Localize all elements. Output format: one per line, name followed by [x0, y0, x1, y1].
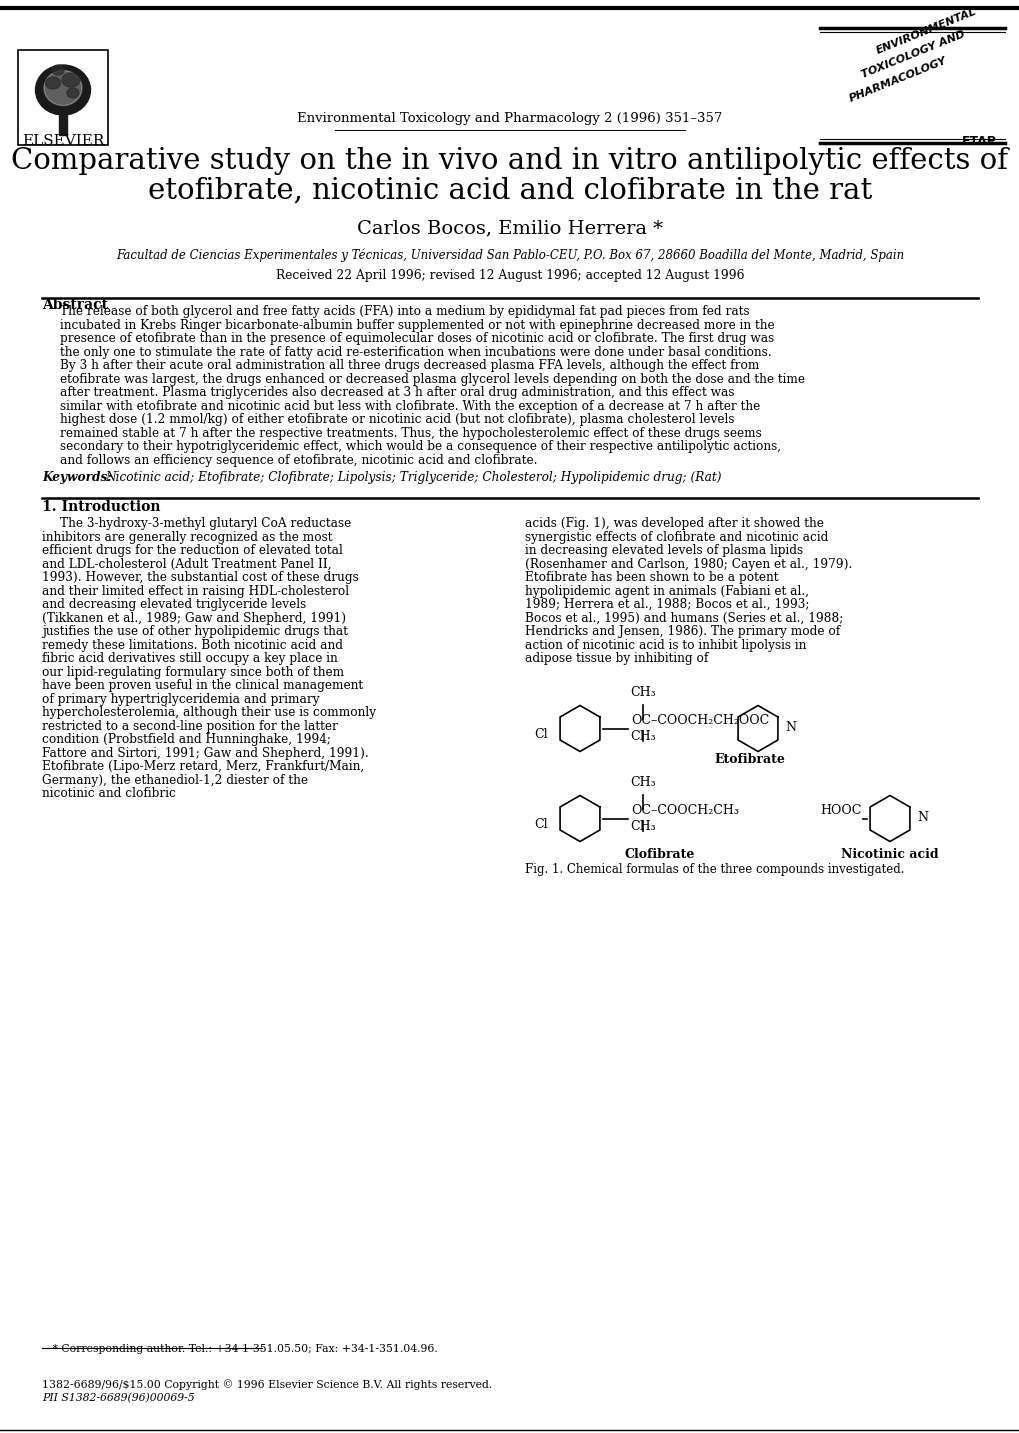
Text: CH₃: CH₃ — [630, 685, 655, 698]
Text: have been proven useful in the clinical management: have been proven useful in the clinical … — [42, 679, 363, 692]
Ellipse shape — [36, 64, 91, 115]
Text: action of nicotinic acid is to inhibit lipolysis in: action of nicotinic acid is to inhibit l… — [525, 639, 806, 652]
Text: 1. Introduction: 1. Introduction — [42, 500, 160, 514]
Text: N: N — [916, 811, 927, 824]
Text: Cl: Cl — [534, 817, 547, 831]
Text: acids (Fig. 1), was developed after it showed the: acids (Fig. 1), was developed after it s… — [525, 517, 823, 530]
Ellipse shape — [46, 77, 60, 89]
Ellipse shape — [62, 73, 79, 87]
Text: adipose tissue by inhibiting of: adipose tissue by inhibiting of — [525, 652, 707, 665]
Text: 1989; Herrera et al., 1988; Bocos et al., 1993;: 1989; Herrera et al., 1988; Bocos et al.… — [525, 598, 809, 610]
Text: By 3 h after their acute oral administration all three drugs decreased plasma FF: By 3 h after their acute oral administra… — [60, 360, 758, 373]
Text: (Tikkanen et al., 1989; Gaw and Shepherd, 1991): (Tikkanen et al., 1989; Gaw and Shepherd… — [42, 612, 345, 625]
Text: secondary to their hypotriglyceridemic effect, which would be a consequence of t: secondary to their hypotriglyceridemic e… — [60, 440, 781, 453]
Text: after treatment. Plasma triglycerides also decreased at 3 h after oral drug admi: after treatment. Plasma triglycerides al… — [60, 385, 734, 398]
Text: Nicotinic acid: Nicotinic acid — [841, 847, 937, 860]
Text: OC–COOCH₂CH₂OOC: OC–COOCH₂CH₂OOC — [631, 714, 768, 727]
Text: TOXICOLOGY AND: TOXICOLOGY AND — [859, 29, 966, 80]
Text: Abstract: Abstract — [42, 298, 108, 312]
Text: N: N — [785, 721, 795, 734]
Text: justifies the use of other hypolipidemic drugs that: justifies the use of other hypolipidemic… — [42, 625, 347, 638]
Text: inhibitors are generally recognized as the most: inhibitors are generally recognized as t… — [42, 530, 332, 543]
Text: etofibrate, nicotinic acid and clofibrate in the rat: etofibrate, nicotinic acid and clofibrat… — [148, 178, 871, 205]
Text: Carlos Bocos, Emilio Herrera *: Carlos Bocos, Emilio Herrera * — [357, 219, 662, 236]
Text: Keywords:: Keywords: — [42, 471, 116, 484]
Text: (Rosenhamer and Carlson, 1980; Cayen et al., 1979).: (Rosenhamer and Carlson, 1980; Cayen et … — [525, 557, 852, 570]
Text: synergistic effects of clofibrate and nicotinic acid: synergistic effects of clofibrate and ni… — [525, 530, 827, 543]
Text: Comparative study on the in vivo and in vitro antilipolytic effects of: Comparative study on the in vivo and in … — [11, 148, 1008, 175]
Text: hypolipidemic agent in animals (Fabiani et al.,: hypolipidemic agent in animals (Fabiani … — [525, 585, 808, 598]
Text: Environmental Toxicology and Pharmacology 2 (1996) 351–357: Environmental Toxicology and Pharmacolog… — [297, 112, 722, 125]
Text: Hendricks and Jensen, 1986). The primary mode of: Hendricks and Jensen, 1986). The primary… — [525, 625, 840, 638]
Text: of primary hypertriglyceridemia and primary: of primary hypertriglyceridemia and prim… — [42, 692, 319, 705]
Text: Facultad de Ciencias Experimentales y Técnicas, Universidad San Pablo-CEU, P.O. : Facultad de Ciencias Experimentales y Té… — [116, 248, 903, 262]
Ellipse shape — [67, 87, 78, 97]
Text: Cl: Cl — [534, 728, 547, 741]
Text: and follows an efficiency sequence of etofibrate, nicotinic acid and clofibrate.: and follows an efficiency sequence of et… — [60, 453, 537, 467]
Text: CH₃: CH₃ — [630, 775, 655, 788]
Ellipse shape — [52, 64, 64, 75]
Text: fibric acid derivatives still occupy a key place in: fibric acid derivatives still occupy a k… — [42, 652, 337, 665]
Text: Germany), the ethanediol-1,2 diester of the: Germany), the ethanediol-1,2 diester of … — [42, 774, 308, 787]
Text: efficient drugs for the reduction of elevated total: efficient drugs for the reduction of ele… — [42, 545, 342, 557]
Text: restricted to a second-line position for the latter: restricted to a second-line position for… — [42, 719, 337, 732]
Text: ETAP: ETAP — [961, 135, 996, 148]
Text: PII S1382-6689(96)00069-5: PII S1382-6689(96)00069-5 — [42, 1393, 195, 1403]
Bar — [18, 50, 108, 145]
Text: presence of etofibrate than in the presence of equimolecular doses of nicotinic : presence of etofibrate than in the prese… — [60, 332, 773, 345]
Text: PHARMACOLOGY: PHARMACOLOGY — [847, 56, 948, 105]
Text: in decreasing elevated levels of plasma lipids: in decreasing elevated levels of plasma … — [525, 545, 802, 557]
Text: HOOC: HOOC — [820, 804, 861, 817]
Text: incubated in Krebs Ringer bicarbonate-albumin buffer supplemented or not with ep: incubated in Krebs Ringer bicarbonate-al… — [60, 318, 773, 331]
Text: remedy these limitations. Both nicotinic acid and: remedy these limitations. Both nicotinic… — [42, 639, 342, 652]
Text: Clofibrate: Clofibrate — [625, 847, 695, 860]
Text: CH₃: CH₃ — [630, 820, 655, 833]
Text: and decreasing elevated triglyceride levels: and decreasing elevated triglyceride lev… — [42, 598, 306, 610]
Text: Received 22 April 1996; revised 12 August 1996; accepted 12 August 1996: Received 22 April 1996; revised 12 Augus… — [275, 269, 744, 282]
Text: Etofibrate (Lipo-Merz retard, Merz, Frankfurt/Main,: Etofibrate (Lipo-Merz retard, Merz, Fran… — [42, 759, 364, 772]
Text: Fattore and Sirtori, 1991; Gaw and Shepherd, 1991).: Fattore and Sirtori, 1991; Gaw and Sheph… — [42, 747, 369, 759]
Text: * Corresponding author. Tel.: +34-1-351.05.50; Fax: +34-1-351.04.96.: * Corresponding author. Tel.: +34-1-351.… — [42, 1344, 437, 1354]
Text: 1382-6689/96/$15.00 Copyright © 1996 Elsevier Science B.V. All rights reserved.: 1382-6689/96/$15.00 Copyright © 1996 Els… — [42, 1379, 492, 1390]
Ellipse shape — [44, 70, 82, 106]
Text: etofibrate was largest, the drugs enhanced or decreased plasma glycerol levels d: etofibrate was largest, the drugs enhanc… — [60, 373, 804, 385]
Text: ENVIRONMENTAL: ENVIRONMENTAL — [874, 7, 977, 56]
Text: nicotinic and clofibric: nicotinic and clofibric — [42, 787, 175, 800]
Text: and LDL-cholesterol (Adult Treatment Panel II,: and LDL-cholesterol (Adult Treatment Pan… — [42, 557, 331, 570]
Text: ELSEVIER: ELSEVIER — [21, 135, 104, 148]
Text: condition (Probstfield and Hunninghake, 1994;: condition (Probstfield and Hunninghake, … — [42, 734, 331, 747]
Text: Etofibrate has been shown to be a potent: Etofibrate has been shown to be a potent — [525, 570, 777, 585]
Text: and their limited effect in raising HDL-cholesterol: and their limited effect in raising HDL-… — [42, 585, 348, 598]
Bar — [59, 115, 67, 135]
Text: OC–COOCH₂CH₃: OC–COOCH₂CH₃ — [631, 804, 738, 817]
Text: our lipid-regulating formulary since both of them: our lipid-regulating formulary since bot… — [42, 665, 343, 678]
Text: hypercholesterolemia, although their use is commonly: hypercholesterolemia, although their use… — [42, 706, 376, 719]
Text: Fig. 1. Chemical formulas of the three compounds investigated.: Fig. 1. Chemical formulas of the three c… — [525, 863, 904, 876]
Text: The release of both glycerol and free fatty acids (FFA) into a medium by epididy: The release of both glycerol and free fa… — [60, 305, 749, 318]
Text: similar with etofibrate and nicotinic acid but less with clofibrate. With the ex: similar with etofibrate and nicotinic ac… — [60, 400, 759, 413]
Text: 1993). However, the substantial cost of these drugs: 1993). However, the substantial cost of … — [42, 570, 359, 585]
Text: The 3-hydroxy-3-methyl glutaryl CoA reductase: The 3-hydroxy-3-methyl glutaryl CoA redu… — [60, 517, 351, 530]
Text: highest dose (1.2 mmol/kg) of either etofibrate or nicotinic acid (but not clofi: highest dose (1.2 mmol/kg) of either eto… — [60, 413, 734, 426]
Text: CH₃: CH₃ — [630, 729, 655, 742]
Text: the only one to stimulate the rate of fatty acid re-esterification when incubati: the only one to stimulate the rate of fa… — [60, 345, 770, 358]
Text: Etofibrate: Etofibrate — [714, 752, 785, 765]
Text: remained stable at 7 h after the respective treatments. Thus, the hypocholestero: remained stable at 7 h after the respect… — [60, 427, 761, 440]
Text: Nicotinic acid; Etofibrate; Clofibrate; Lipolysis; Triglyceride; Cholesterol; Hy: Nicotinic acid; Etofibrate; Clofibrate; … — [105, 471, 720, 484]
Text: Bocos et al., 1995) and humans (Series et al., 1988;: Bocos et al., 1995) and humans (Series e… — [525, 612, 843, 625]
